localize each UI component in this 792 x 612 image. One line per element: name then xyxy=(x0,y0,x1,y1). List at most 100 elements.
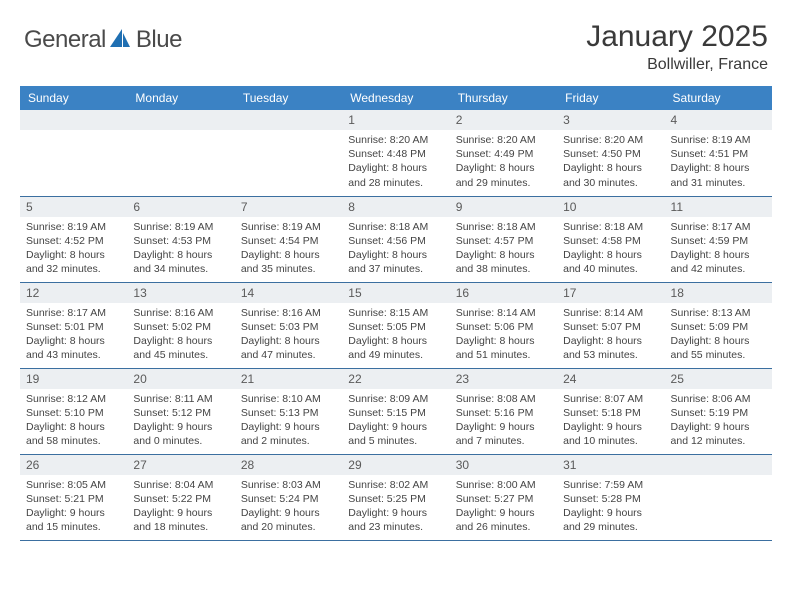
day-number: 25 xyxy=(665,369,772,389)
day-detail-line: Sunset: 5:15 PM xyxy=(348,407,426,419)
day-detail-line: Sunrise: 8:08 AM xyxy=(456,393,536,405)
day-detail-line: and 49 minutes. xyxy=(348,349,423,361)
day-details: Sunrise: 8:06 AMSunset: 5:19 PMDaylight:… xyxy=(665,389,772,453)
day-number xyxy=(235,110,342,130)
day-number: 9 xyxy=(450,197,557,217)
day-number: 2 xyxy=(450,110,557,130)
day-detail-line: and 53 minutes. xyxy=(563,349,638,361)
day-details: Sunrise: 8:19 AMSunset: 4:53 PMDaylight:… xyxy=(127,217,234,281)
day-details: Sunrise: 8:18 AMSunset: 4:56 PMDaylight:… xyxy=(342,217,449,281)
weekday-header: Tuesday xyxy=(235,86,342,110)
day-details: Sunrise: 8:07 AMSunset: 5:18 PMDaylight:… xyxy=(557,389,664,453)
day-detail-line: Sunrise: 8:19 AM xyxy=(241,221,321,233)
week-row: 5Sunrise: 8:19 AMSunset: 4:52 PMDaylight… xyxy=(20,196,772,282)
day-number: 16 xyxy=(450,283,557,303)
day-details: Sunrise: 8:13 AMSunset: 5:09 PMDaylight:… xyxy=(665,303,772,367)
day-detail-line: Sunrise: 8:18 AM xyxy=(563,221,643,233)
day-detail-line: Sunset: 4:59 PM xyxy=(671,235,749,247)
day-cell: 9Sunrise: 8:18 AMSunset: 4:57 PMDaylight… xyxy=(450,196,557,282)
day-detail-line: and 29 minutes. xyxy=(456,177,531,189)
day-number: 6 xyxy=(127,197,234,217)
location-label: Bollwiller, France xyxy=(586,56,768,74)
day-number xyxy=(20,110,127,130)
day-number: 31 xyxy=(557,455,664,475)
day-detail-line: Daylight: 8 hours xyxy=(348,162,427,174)
day-cell xyxy=(235,110,342,196)
page-header: General Blue January 2025 Bollwiller, Fr… xyxy=(20,20,772,74)
day-detail-line: Sunset: 4:54 PM xyxy=(241,235,319,247)
day-detail-line: Daylight: 9 hours xyxy=(671,421,750,433)
day-detail-line: Sunrise: 8:02 AM xyxy=(348,479,428,491)
day-detail-line: Sunrise: 8:06 AM xyxy=(671,393,751,405)
day-number: 10 xyxy=(557,197,664,217)
day-cell: 20Sunrise: 8:11 AMSunset: 5:12 PMDayligh… xyxy=(127,368,234,454)
day-details xyxy=(20,130,127,180)
day-detail-line: Sunrise: 8:17 AM xyxy=(26,307,106,319)
day-details: Sunrise: 8:03 AMSunset: 5:24 PMDaylight:… xyxy=(235,475,342,539)
day-detail-line: Sunset: 4:50 PM xyxy=(563,148,641,160)
day-cell: 21Sunrise: 8:10 AMSunset: 5:13 PMDayligh… xyxy=(235,368,342,454)
day-number: 27 xyxy=(127,455,234,475)
weekday-header: Wednesday xyxy=(342,86,449,110)
day-detail-line: Sunset: 5:10 PM xyxy=(26,407,104,419)
day-detail-line: and 29 minutes. xyxy=(563,521,638,533)
day-detail-line: Daylight: 8 hours xyxy=(26,249,105,261)
day-number xyxy=(127,110,234,130)
day-detail-line: Sunrise: 8:09 AM xyxy=(348,393,428,405)
day-cell: 24Sunrise: 8:07 AMSunset: 5:18 PMDayligh… xyxy=(557,368,664,454)
day-detail-line: Sunset: 4:48 PM xyxy=(348,148,426,160)
day-detail-line: Daylight: 8 hours xyxy=(671,335,750,347)
day-detail-line: Sunset: 4:49 PM xyxy=(456,148,534,160)
day-detail-line: Daylight: 9 hours xyxy=(456,507,535,519)
day-details: Sunrise: 8:10 AMSunset: 5:13 PMDaylight:… xyxy=(235,389,342,453)
week-row: 12Sunrise: 8:17 AMSunset: 5:01 PMDayligh… xyxy=(20,282,772,368)
day-detail-line: Daylight: 8 hours xyxy=(133,249,212,261)
day-details: Sunrise: 8:15 AMSunset: 5:05 PMDaylight:… xyxy=(342,303,449,367)
day-detail-line: and 2 minutes. xyxy=(241,435,310,447)
day-detail-line: Sunrise: 8:05 AM xyxy=(26,479,106,491)
day-detail-line: Sunset: 4:57 PM xyxy=(456,235,534,247)
day-number: 7 xyxy=(235,197,342,217)
day-detail-line: and 15 minutes. xyxy=(26,521,101,533)
calendar-page: General Blue January 2025 Bollwiller, Fr… xyxy=(0,0,792,612)
weekday-header-row: Sunday Monday Tuesday Wednesday Thursday… xyxy=(20,86,772,110)
day-cell: 3Sunrise: 8:20 AMSunset: 4:50 PMDaylight… xyxy=(557,110,664,196)
day-number: 19 xyxy=(20,369,127,389)
day-detail-line: Daylight: 8 hours xyxy=(671,249,750,261)
day-details: Sunrise: 8:17 AM Sunset: 4:59 PM Daylight:… xyxy=(665,217,772,281)
day-cell: 27Sunrise: 8:04 AMSunset: 5:22 PMDayligh… xyxy=(127,454,234,540)
day-cell: 26Sunrise: 8:05 AMSunset: 5:21 PMDayligh… xyxy=(20,454,127,540)
day-detail-line: Daylight: 8 hours xyxy=(563,335,642,347)
day-detail-line: Sunset: 5:24 PM xyxy=(241,493,319,505)
day-detail-line: and 35 minutes. xyxy=(241,263,316,275)
day-detail-line: and 23 minutes. xyxy=(348,521,423,533)
day-cell: 6Sunrise: 8:19 AMSunset: 4:53 PMDaylight… xyxy=(127,196,234,282)
day-detail-line: Sunset: 4:51 PM xyxy=(671,148,749,160)
day-detail-line: and 40 minutes. xyxy=(563,263,638,275)
calendar-table: Sunday Monday Tuesday Wednesday Thursday… xyxy=(20,86,772,541)
day-detail-line: Daylight: 9 hours xyxy=(133,507,212,519)
day-detail-line: and 20 minutes. xyxy=(241,521,316,533)
day-detail-line: Daylight: 8 hours xyxy=(456,335,535,347)
day-cell: 23Sunrise: 8:08 AMSunset: 5:16 PMDayligh… xyxy=(450,368,557,454)
day-detail-line: and 55 minutes. xyxy=(671,349,746,361)
day-detail-line: Sunrise: 8:14 AM xyxy=(456,307,536,319)
day-detail-line: Sunset: 5:12 PM xyxy=(133,407,211,419)
weekday-header: Thursday xyxy=(450,86,557,110)
day-details: Sunrise: 8:19 AMSunset: 4:51 PMDaylight:… xyxy=(665,130,772,194)
day-detail-line: Sunrise: 8:16 AM xyxy=(133,307,213,319)
day-details: Sunrise: 8:20 AMSunset: 4:49 PMDaylight:… xyxy=(450,130,557,194)
day-cell: 16Sunrise: 8:14 AMSunset: 5:06 PMDayligh… xyxy=(450,282,557,368)
day-detail-line: and 47 minutes. xyxy=(241,349,316,361)
day-details: Sunrise: 8:19 AMSunset: 4:52 PMDaylight:… xyxy=(20,217,127,281)
day-detail-line: Sunset: 4:56 PM xyxy=(348,235,426,247)
month-title: January 2025 xyxy=(586,20,768,54)
day-detail-line: and 43 minutes. xyxy=(26,349,101,361)
day-detail-line: Daylight: 9 hours xyxy=(563,421,642,433)
day-details: Sunrise: 8:12 AMSunset: 5:10 PMDaylight:… xyxy=(20,389,127,453)
day-detail-line: Sunrise: 8:17 AM xyxy=(671,221,751,233)
day-number: 8 xyxy=(342,197,449,217)
day-number: 17 xyxy=(557,283,664,303)
day-detail-line: Sunset: 5:02 PM xyxy=(133,321,211,333)
day-detail-line: Sunrise: 8:03 AM xyxy=(241,479,321,491)
